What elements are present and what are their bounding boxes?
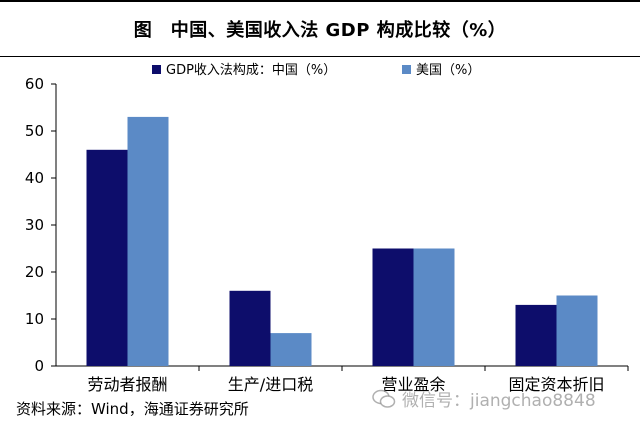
- bar: [86, 149, 128, 366]
- legend-swatch: [402, 65, 411, 74]
- source-note: 资料来源：Wind，海通证券研究所: [16, 400, 249, 418]
- bar: [556, 295, 598, 366]
- y-tick-label: 0: [34, 357, 44, 375]
- y-tick-label: 50: [25, 122, 44, 140]
- legend-label: GDP收入法构成：中国（%）: [166, 63, 336, 78]
- watermark: 微信号：jiangchao8848: [372, 386, 596, 411]
- bar: [515, 304, 557, 366]
- x-category-label: 固定资本折旧: [508, 375, 604, 394]
- x-category-label: 营业盈余: [381, 375, 445, 394]
- y-tick-label: 30: [25, 216, 44, 234]
- bar: [127, 116, 169, 367]
- bar: [413, 248, 455, 366]
- bar-chart: 0 10 20 30 40 50 60 劳动者报酬 生产/进口税 营业盈余 固定资本折旧 GDP收入…: [25, 63, 629, 394]
- legend-swatch: [152, 65, 161, 74]
- x-category-label: 劳动者报酬: [87, 375, 167, 394]
- watermark-text: 微信号：jiangchao8848: [402, 391, 596, 411]
- wechat-icon: [372, 389, 396, 408]
- y-tick-label: 40: [25, 169, 44, 187]
- bar: [229, 290, 271, 366]
- bar: [270, 333, 312, 366]
- chart-title: 图 中国、美国收入法 GDP 构成比较（%）: [133, 20, 507, 41]
- bar: [372, 248, 414, 366]
- legend-label: 美国（%）: [416, 63, 480, 78]
- chart-axes: 0 10 20 30 40 50 60 劳动者报酬 生产/进口税 营业盈余 固定资本折旧: [25, 75, 629, 394]
- y-tick-label: 20: [25, 263, 44, 281]
- y-tick-label: 60: [25, 75, 44, 93]
- chart-legend: GDP收入法构成：中国（%） 美国（%）: [152, 63, 480, 78]
- title-bar: 图 中国、美国收入法 GDP 构成比较（%）: [0, 0, 640, 57]
- chart-bars: [86, 116, 598, 367]
- x-category-label: 生产/进口税: [228, 375, 313, 394]
- y-tick-label: 10: [25, 310, 44, 328]
